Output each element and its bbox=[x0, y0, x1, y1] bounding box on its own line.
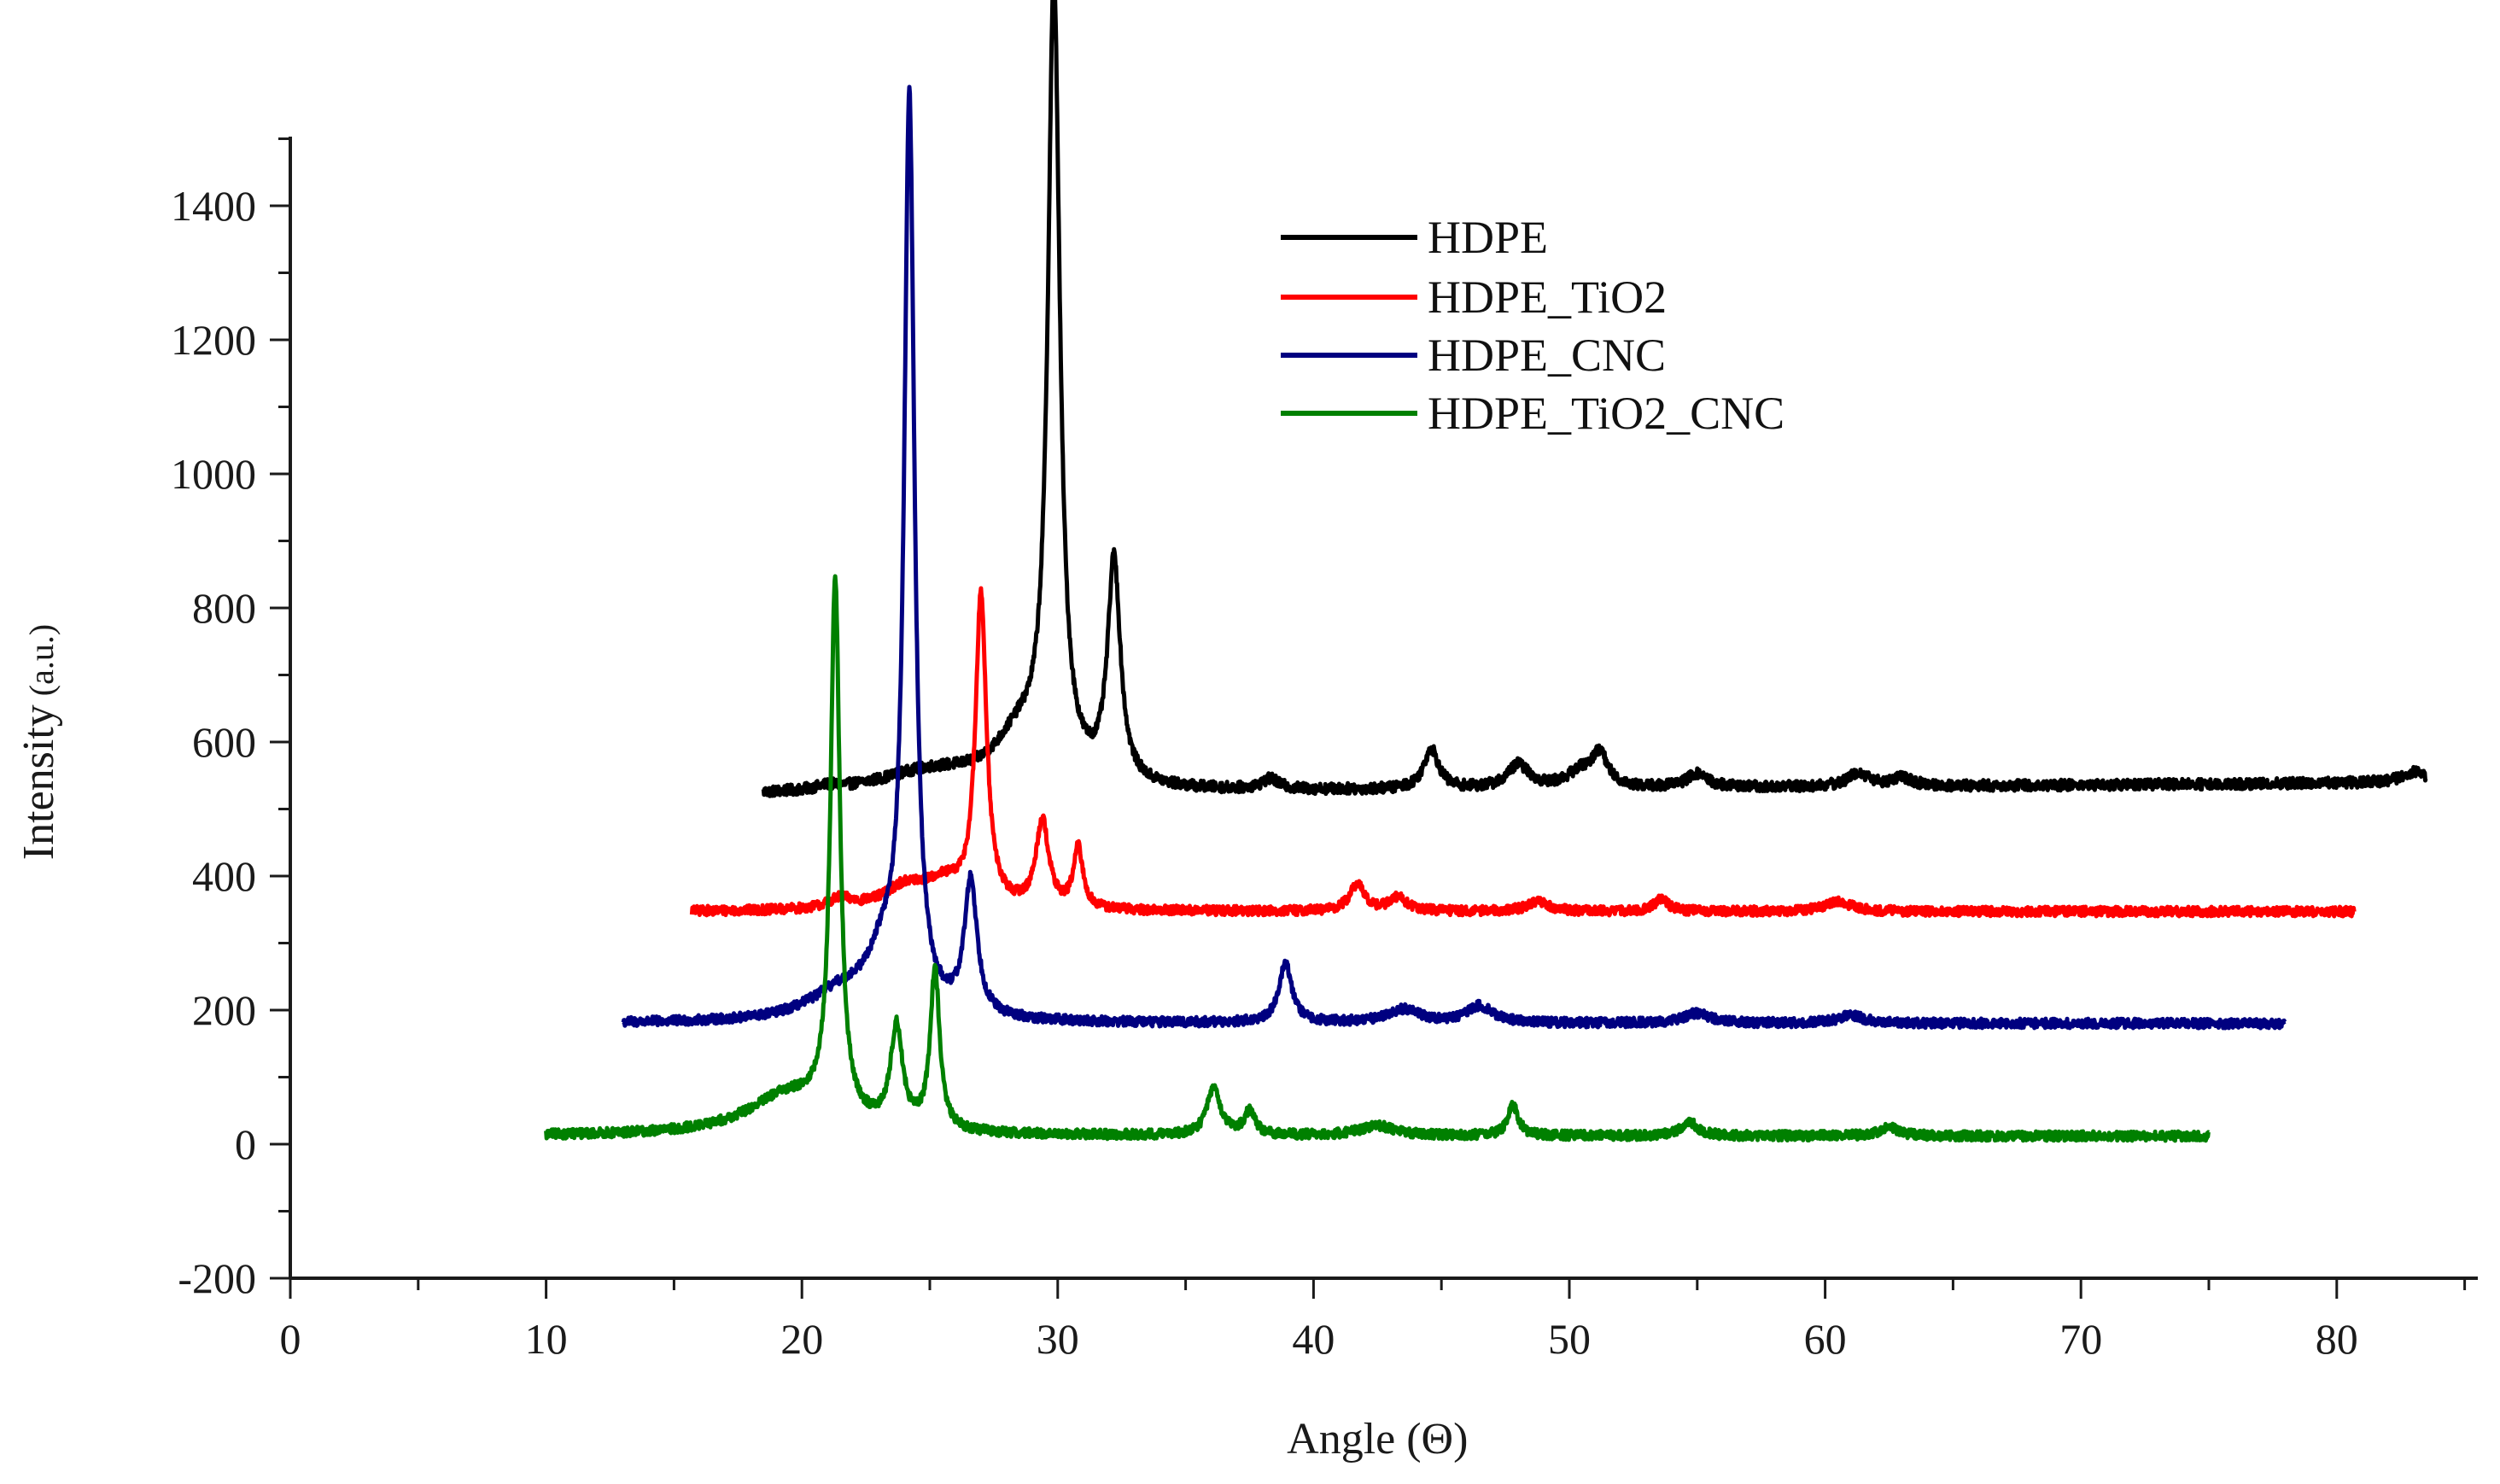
legend-label: HDPE bbox=[1428, 212, 1548, 263]
y-ticks: -200 0 200 400 600 800 1000 1200 1400 bbox=[171, 137, 290, 1302]
x-axis-title: Angle (Θ) bbox=[1287, 1415, 1468, 1464]
y-tick-label: 600 bbox=[192, 718, 256, 766]
y-axis-title: Intensity (a.u.) bbox=[15, 624, 63, 860]
legend: HDPE HDPE_TiO2 HDPE_CNC HDPE_TiO2_CNC bbox=[1281, 212, 1784, 439]
y-tick-label: 1400 bbox=[171, 182, 256, 230]
axes-layer bbox=[289, 137, 2478, 1280]
series-line-hdpe bbox=[761, 0, 2428, 798]
series-layer bbox=[544, 0, 2428, 1143]
x-tick-label: 50 bbox=[1548, 1315, 1591, 1363]
x-ticks: 0 10 20 30 40 50 60 70 80 bbox=[280, 1278, 2467, 1363]
x-tick-label: 60 bbox=[1804, 1315, 1847, 1363]
y-tick-label: 800 bbox=[192, 584, 256, 632]
series-line-hdpe-cnc bbox=[621, 85, 2287, 1031]
legend-label: HDPE_TiO2 bbox=[1428, 272, 1667, 323]
y-tick-label: 1000 bbox=[171, 450, 256, 498]
legend-label: HDPE_CNC bbox=[1428, 330, 1666, 381]
y-tick-label: 400 bbox=[192, 852, 256, 900]
series-line-hdpe-tio2-cnc bbox=[544, 574, 2211, 1143]
y-axis-title-main: Intensity bbox=[15, 704, 63, 860]
y-tick-label: 200 bbox=[192, 986, 256, 1034]
y-tick-label: 1200 bbox=[171, 316, 256, 364]
x-tick-label: 70 bbox=[2059, 1315, 2102, 1363]
legend-label: HDPE_TiO2_CNC bbox=[1428, 388, 1784, 439]
series-line-hdpe-tio2 bbox=[689, 586, 2357, 919]
y-axis-title-unit: (a.u.) bbox=[22, 624, 61, 704]
y-tick-label: 0 bbox=[235, 1120, 256, 1168]
x-tick-label: 40 bbox=[1292, 1315, 1335, 1363]
x-tick-label: 80 bbox=[2316, 1315, 2358, 1363]
y-tick-label: -200 bbox=[178, 1254, 256, 1302]
x-tick-label: 30 bbox=[1037, 1315, 1079, 1363]
x-tick-label: 10 bbox=[525, 1315, 568, 1363]
x-tick-label: 20 bbox=[780, 1315, 823, 1363]
x-tick-label: 0 bbox=[280, 1315, 301, 1363]
